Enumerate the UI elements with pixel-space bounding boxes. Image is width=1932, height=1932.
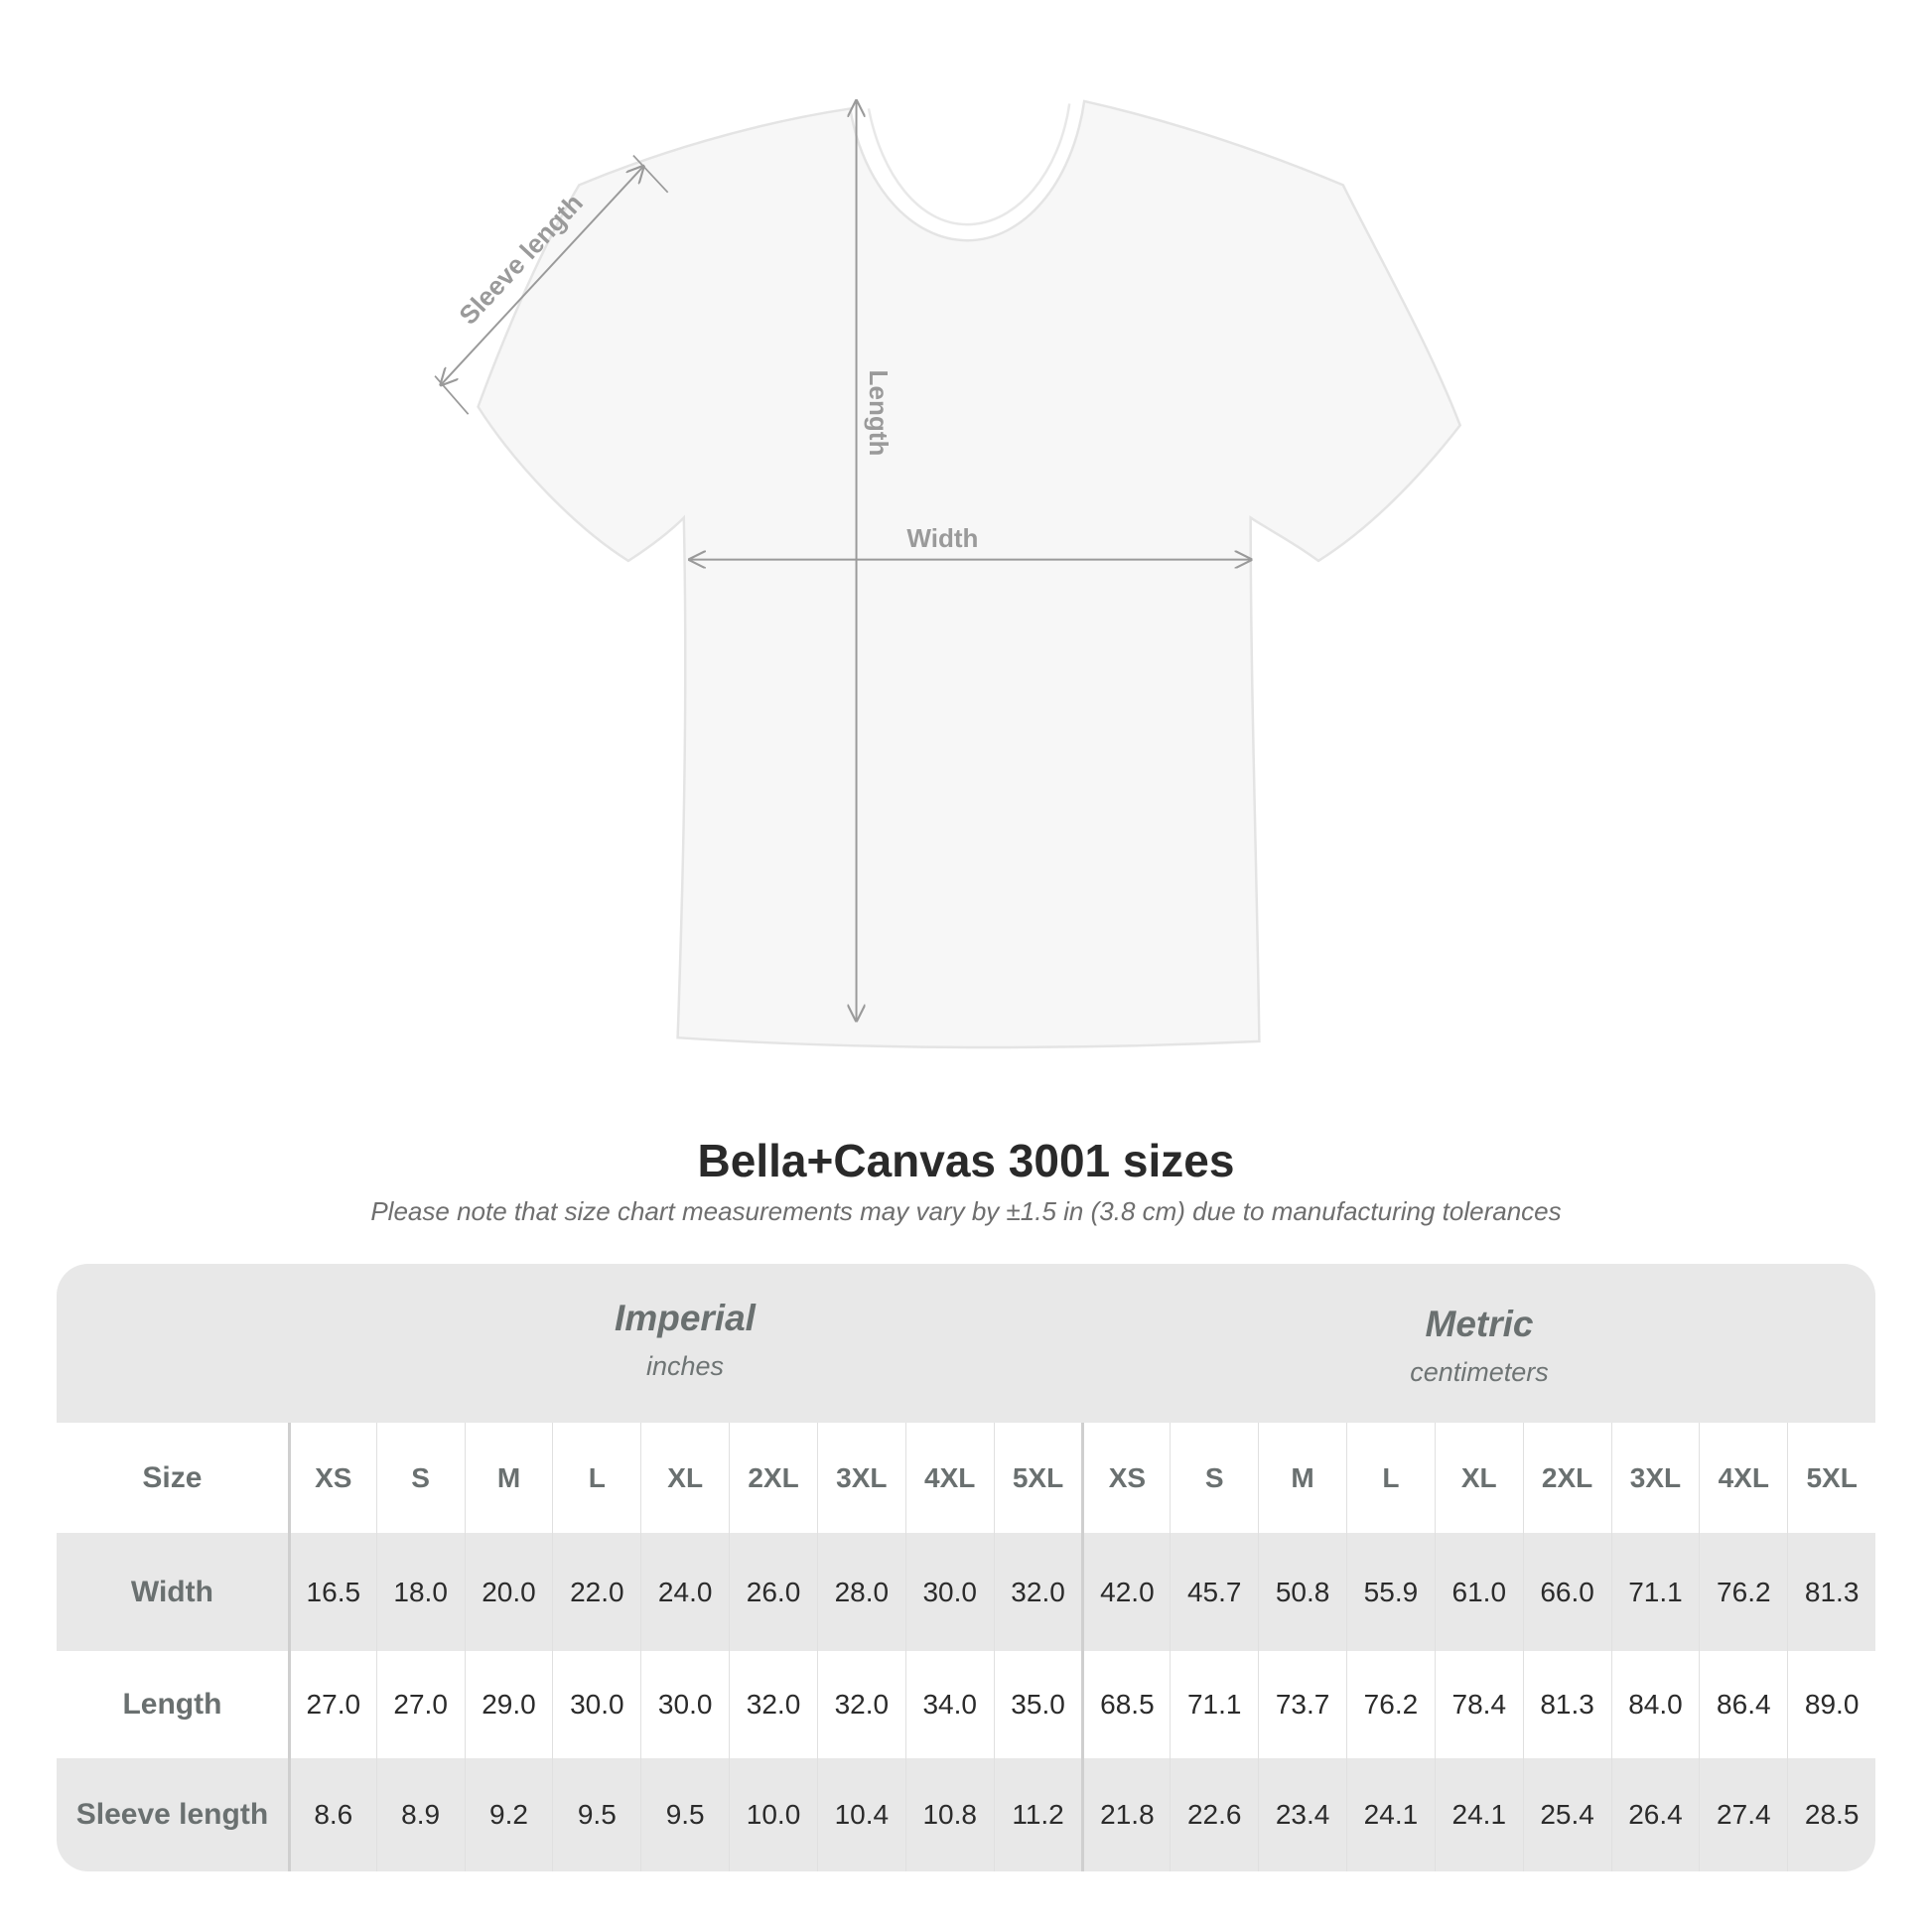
table-cell: 84.0	[1610, 1651, 1700, 1758]
group-unit: inches	[645, 1351, 725, 1381]
table-cell: 9.5	[640, 1758, 729, 1871]
table-cell: 30.0	[640, 1651, 729, 1758]
metric-group: Metric centimeters	[1082, 1304, 1875, 1388]
table-cell: 71.1	[1170, 1651, 1258, 1758]
row-label: Width	[130, 1575, 213, 1608]
size-header: M	[1258, 1423, 1346, 1533]
page-title: Bella+Canvas 3001 sizes	[697, 1135, 1235, 1186]
size-header: 5XL	[1787, 1423, 1875, 1533]
table-cell: 21.8	[1081, 1758, 1170, 1871]
table-cell: 45.7	[1170, 1533, 1258, 1651]
length-label: Length	[864, 370, 894, 457]
table-cell: 35.0	[993, 1651, 1082, 1758]
group-title: Metric	[1425, 1304, 1534, 1344]
size-table: Imperial inches Metric centimeters Size X…	[57, 1264, 1875, 1871]
table-cell: 71.1	[1610, 1533, 1700, 1651]
table-cell: 76.2	[1346, 1651, 1435, 1758]
table-cell: 8.6	[287, 1758, 376, 1871]
table-cell: 68.5	[1081, 1651, 1170, 1758]
table-cell: 81.3	[1522, 1651, 1611, 1758]
size-header: XS	[1081, 1423, 1170, 1533]
table-cell: 27.0	[287, 1651, 376, 1758]
table-cell: 86.4	[1699, 1651, 1787, 1758]
tshirt-shape	[477, 99, 1462, 1049]
table-cell: 24.0	[640, 1533, 729, 1651]
table-cell: 10.0	[729, 1758, 817, 1871]
table-cell: 34.0	[904, 1651, 994, 1758]
table-cell: 66.0	[1522, 1533, 1611, 1651]
table-cell: 28.0	[816, 1533, 905, 1651]
table-cell: 16.5	[287, 1533, 376, 1651]
table-cell: 26.0	[729, 1533, 817, 1651]
size-header: XL	[640, 1423, 729, 1533]
size-header: S	[1170, 1423, 1258, 1533]
table-cell: 30.0	[552, 1651, 640, 1758]
table-cell: 18.0	[375, 1533, 465, 1651]
size-header: M	[464, 1423, 553, 1533]
table-cell: 22.0	[552, 1533, 640, 1651]
row-label: Size	[142, 1460, 203, 1494]
table-cell: 27.0	[375, 1651, 465, 1758]
table-cell: 9.5	[552, 1758, 640, 1871]
table-cell: 73.7	[1258, 1651, 1346, 1758]
table-cell: 30.0	[904, 1533, 994, 1651]
group-title: Imperial	[615, 1298, 756, 1338]
size-header: S	[375, 1423, 465, 1533]
group-unit: centimeters	[1410, 1357, 1549, 1387]
size-header: 5XL	[993, 1423, 1082, 1533]
table-row: Sleeve length 8.6 8.9 9.2 9.5 9.5 10.0 10.4 10.8…	[57, 1758, 1875, 1871]
row-label: Sleeve length	[75, 1798, 269, 1831]
table-cell: 26.4	[1610, 1758, 1700, 1871]
size-header: XL	[1434, 1423, 1523, 1533]
size-header: L	[1346, 1423, 1435, 1533]
table-cell: 24.1	[1434, 1758, 1523, 1871]
size-header: 2XL	[729, 1423, 817, 1533]
size-header: XS	[287, 1423, 376, 1533]
table-cell: 89.0	[1787, 1651, 1875, 1758]
table-cell: 25.4	[1522, 1758, 1611, 1871]
size-header: 4XL	[904, 1423, 994, 1533]
table-cell: 24.1	[1346, 1758, 1435, 1871]
table-cell: 50.8	[1258, 1533, 1346, 1651]
table-cell: 10.8	[904, 1758, 994, 1871]
table-cell: 11.2	[993, 1758, 1082, 1871]
width-label: Width	[906, 523, 978, 553]
tolerance-note: Please note that size chart measurements…	[370, 1196, 1562, 1226]
table-cell: 27.4	[1699, 1758, 1787, 1871]
table-cell: 78.4	[1434, 1651, 1523, 1758]
tshirt-diagram: Sleeve length Length Width	[434, 0, 1462, 1049]
table-cell: 8.9	[375, 1758, 465, 1871]
size-header: 2XL	[1522, 1423, 1611, 1533]
sleeve-arrow	[441, 167, 643, 385]
size-header: 3XL	[1610, 1423, 1700, 1533]
table-cell: 9.2	[464, 1758, 553, 1871]
table-cell: 10.4	[816, 1758, 905, 1871]
table-cell: 61.0	[1434, 1533, 1523, 1651]
table-cell: 32.0	[816, 1651, 905, 1758]
table-cell: 32.0	[729, 1651, 817, 1758]
table-cell: 42.0	[1081, 1533, 1170, 1651]
table-row: Width 16.5 18.0 20.0 22.0 24.0 26.0 28.0 30.0 32.…	[57, 1533, 1875, 1651]
table-header: Imperial inches Metric centimeters	[57, 1264, 1875, 1423]
table-cell: 29.0	[464, 1651, 553, 1758]
table-cell: 32.0	[993, 1533, 1082, 1651]
table-cell: 55.9	[1346, 1533, 1435, 1651]
size-header: 4XL	[1699, 1423, 1787, 1533]
table-cell: 76.2	[1699, 1533, 1787, 1651]
size-header: L	[552, 1423, 640, 1533]
size-header: 3XL	[816, 1423, 905, 1533]
size-header-row: Size XS S M L XL 2XL 3XL 4XL 5XL XS S M L XL 2XL 3XL 4XL 5…	[57, 1423, 1875, 1533]
table-cell: 20.0	[464, 1533, 553, 1651]
row-label: Length	[122, 1688, 222, 1721]
table-cell: 23.4	[1258, 1758, 1346, 1871]
imperial-group: Imperial inches	[288, 1298, 1082, 1382]
table-row: Length 27.0 27.0 29.0 30.0 30.0 32.0 32.0 34.0 35…	[57, 1651, 1875, 1758]
table-cell: 81.3	[1787, 1533, 1875, 1651]
table-cell: 22.6	[1170, 1758, 1258, 1871]
table-cell: 28.5	[1787, 1758, 1875, 1871]
